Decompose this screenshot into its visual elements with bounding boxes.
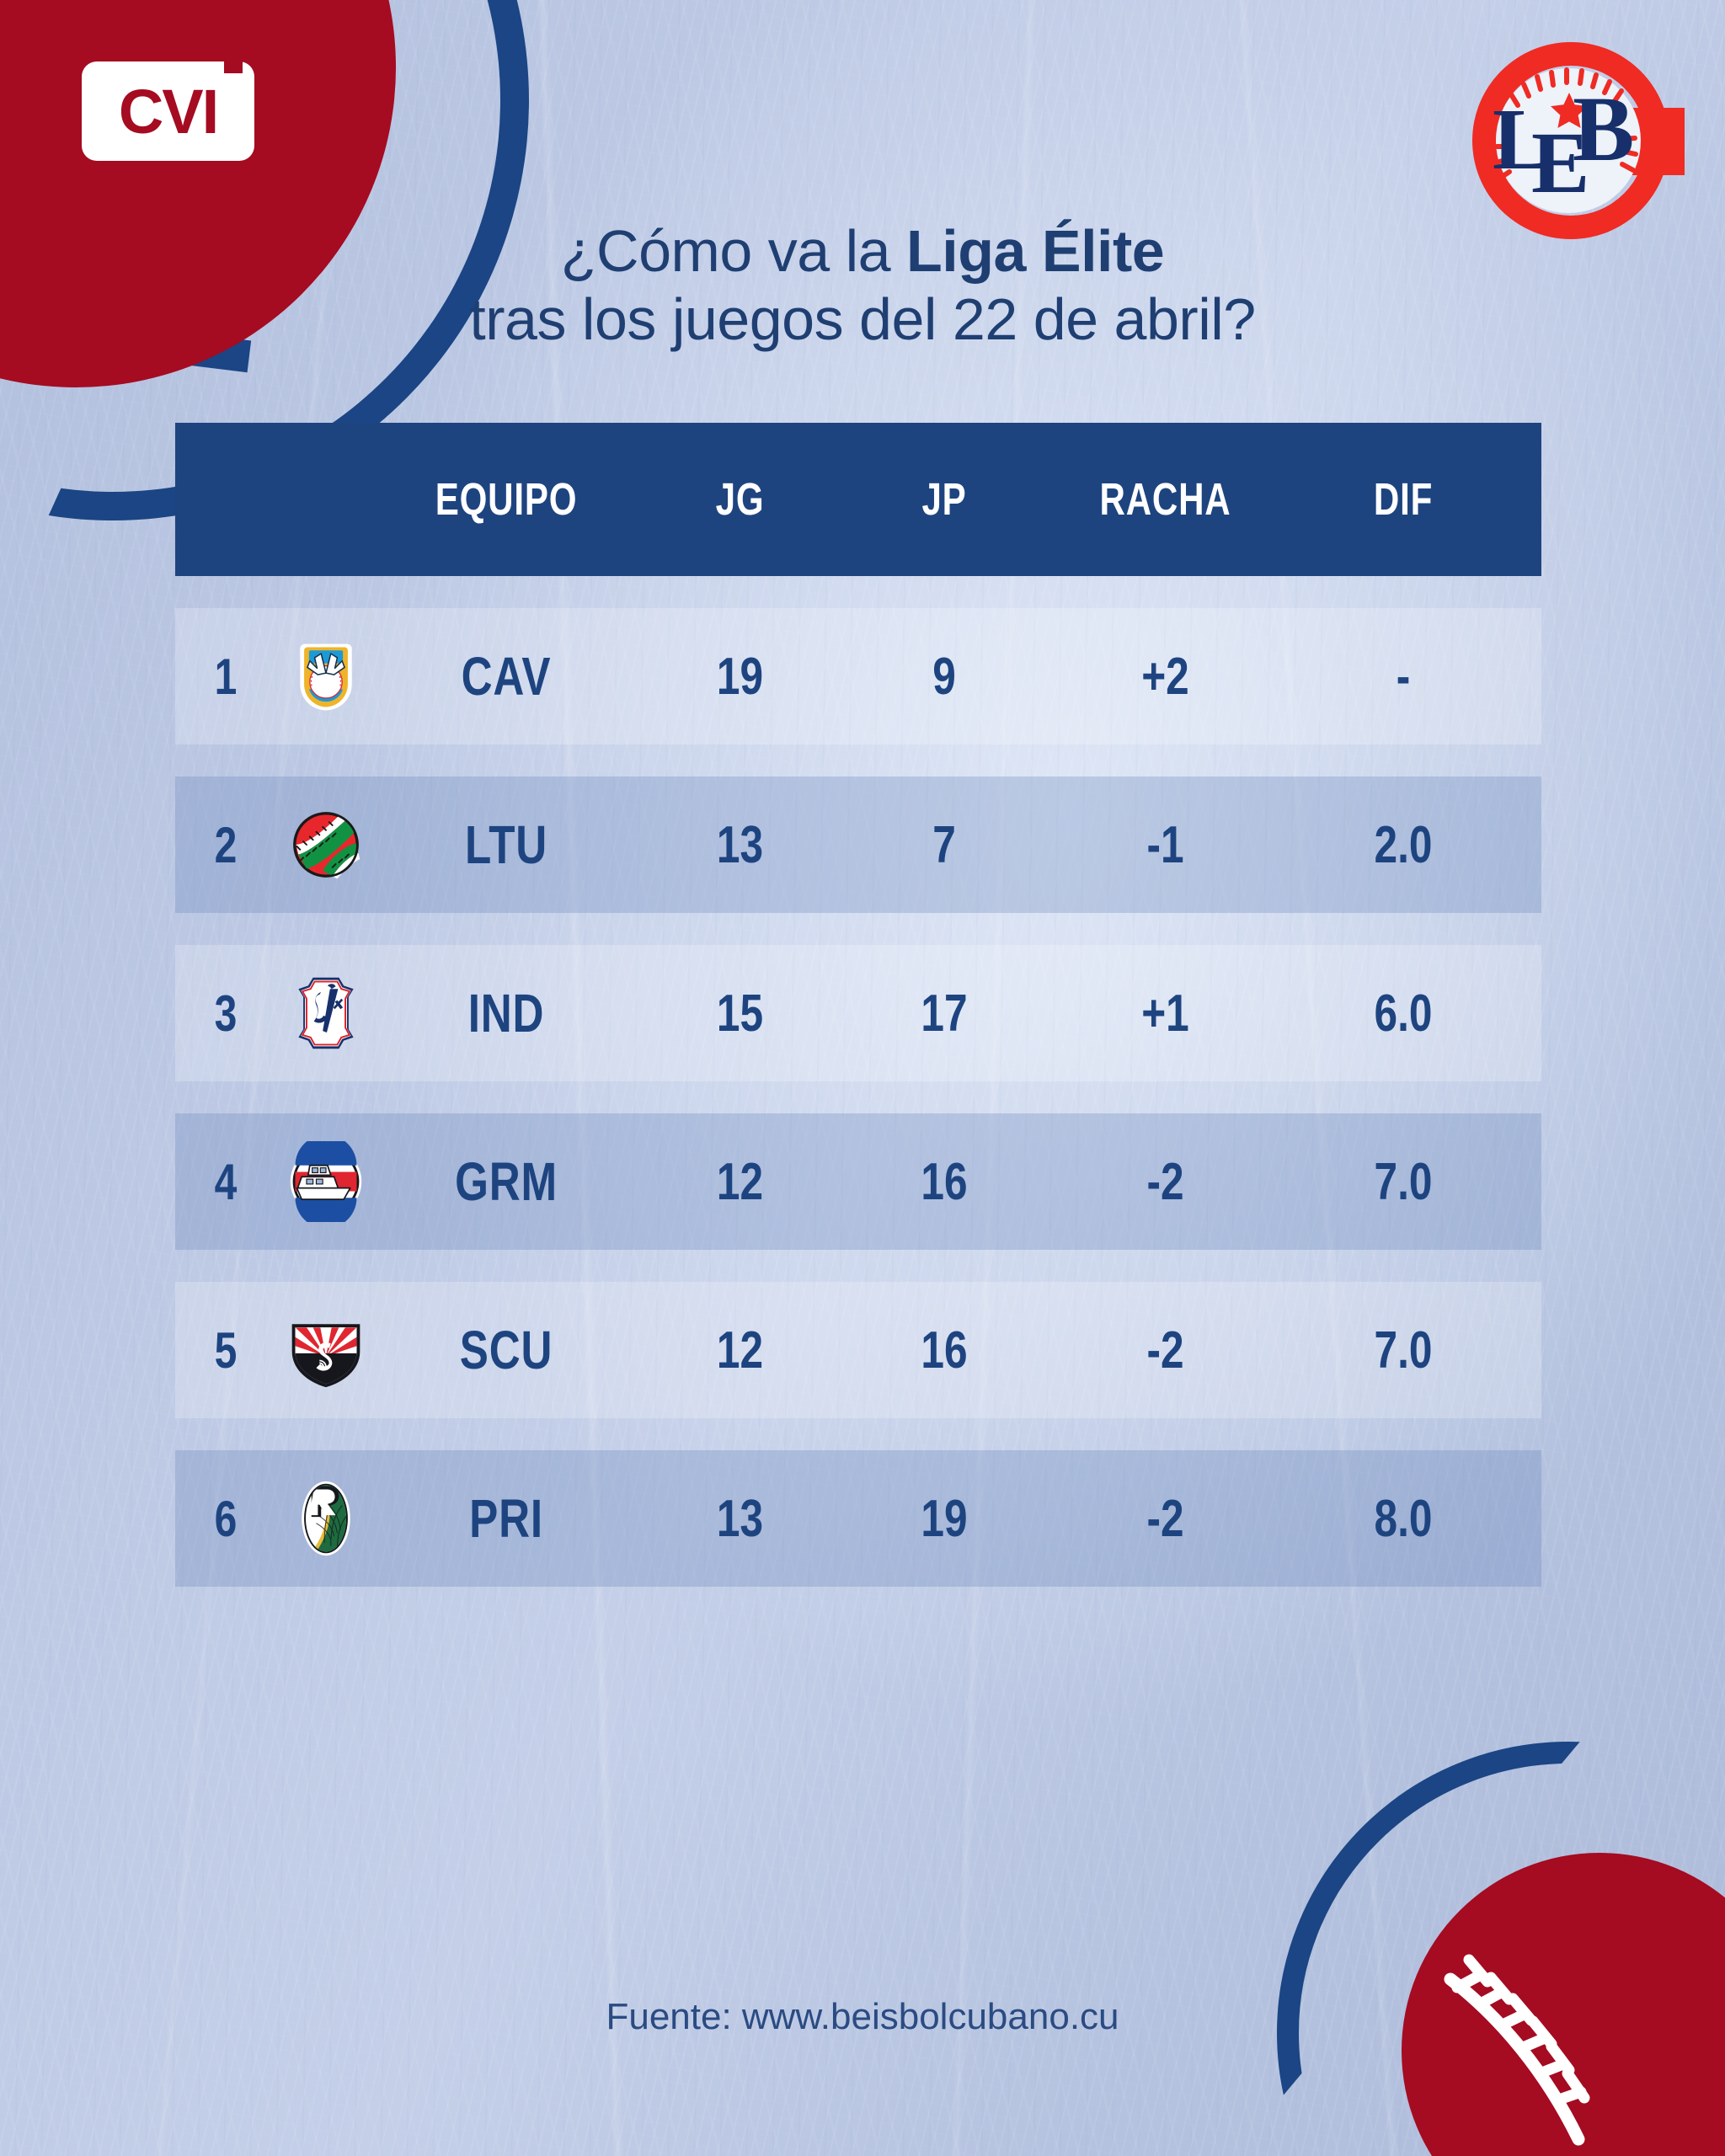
cav-logo [276,636,376,717]
table-row: 1 CAV [175,608,1541,744]
row-jg: 12 [716,1321,764,1380]
row-dif: 8.0 [1374,1489,1433,1548]
row-jp: 7 [932,815,956,874]
row-jp: 19 [921,1489,968,1548]
pri-logo [276,1478,376,1559]
row-racha: -1 [1146,815,1184,874]
title-line-2: tras los juegos del 22 de abril? [469,286,1256,352]
standings-table: EQUIPO JG JP RACHA DIF 1 [175,423,1541,1587]
row-racha: +1 [1141,984,1189,1043]
row-jg: 15 [716,984,764,1043]
row-jp: 9 [932,647,956,706]
row-jp: 16 [921,1321,968,1380]
row-racha: -2 [1146,1321,1184,1380]
row-rank: 6 [214,1490,238,1547]
row-team: CAV [461,646,552,707]
row-dif: 6.0 [1374,984,1433,1043]
row-team: PRI [469,1488,543,1549]
row-jg: 13 [716,815,764,874]
row-spacer [175,576,1541,608]
grm-logo [276,1141,376,1222]
row-jg: 19 [716,647,764,706]
row-rank: 4 [214,1153,238,1210]
header-equipo: EQUIPO [435,474,578,525]
baseball-decoration [1402,1853,1725,2156]
row-jg: 12 [716,1152,764,1211]
row-team: GRM [455,1151,558,1212]
row-team: SCU [459,1320,553,1380]
cvi-logo-text: CVI [118,76,219,147]
row-rank: 2 [214,816,238,873]
row-dif: 7.0 [1374,1321,1433,1380]
row-dif: 2.0 [1374,815,1433,874]
row-spacer [175,744,1541,776]
row-rank: 5 [214,1321,238,1379]
svg-text:L: L [1493,91,1551,188]
table-row: 5 [175,1282,1541,1418]
row-spacer [175,913,1541,945]
row-racha: -2 [1146,1489,1184,1548]
row-racha: +2 [1141,647,1189,706]
table-row: 3 IND 15 17 +1 6.0 [175,945,1541,1081]
row-racha: -2 [1146,1152,1184,1211]
row-dif: 7.0 [1374,1152,1433,1211]
leb-league-logo: L E B [1457,27,1686,254]
row-jg: 13 [716,1489,764,1548]
row-spacer [175,1081,1541,1113]
ind-logo [276,973,376,1054]
row-rank: 3 [214,985,238,1042]
title-line-1-prefix: ¿Cómo va la [560,218,907,284]
header-jp: JP [921,474,967,525]
header-dif: DIF [1373,474,1434,525]
header-racha: RACHA [1099,474,1231,525]
title-line-1: ¿Cómo va la Liga Élite [152,217,1573,286]
scu-logo [276,1310,376,1390]
row-team: LTU [464,814,548,875]
row-spacer [175,1250,1541,1282]
svg-text:E: E [1531,115,1589,211]
row-dif: - [1396,647,1411,706]
table-row: 4 [175,1113,1541,1250]
ltu-logo [276,804,376,885]
row-rank: 1 [214,648,238,705]
page-title: ¿Cómo va la Liga Élite tras los juegos d… [152,217,1573,353]
table-header-row: EQUIPO JG JP RACHA DIF [175,423,1541,576]
cvi-logo-badge: CVI [82,59,254,161]
table-row: 2 LTU 13 7 [175,776,1541,913]
row-jp: 16 [921,1152,968,1211]
table-row: 6 [175,1450,1541,1587]
row-spacer [175,1418,1541,1450]
svg-text:B: B [1573,77,1634,180]
row-jp: 17 [921,984,968,1043]
header-jg: JG [715,474,765,525]
title-line-1-strong: Liga Élite [906,218,1165,284]
source-footer: Fuente: www.beisbolcubano.cu [606,1996,1119,2037]
row-team: IND [467,983,545,1043]
